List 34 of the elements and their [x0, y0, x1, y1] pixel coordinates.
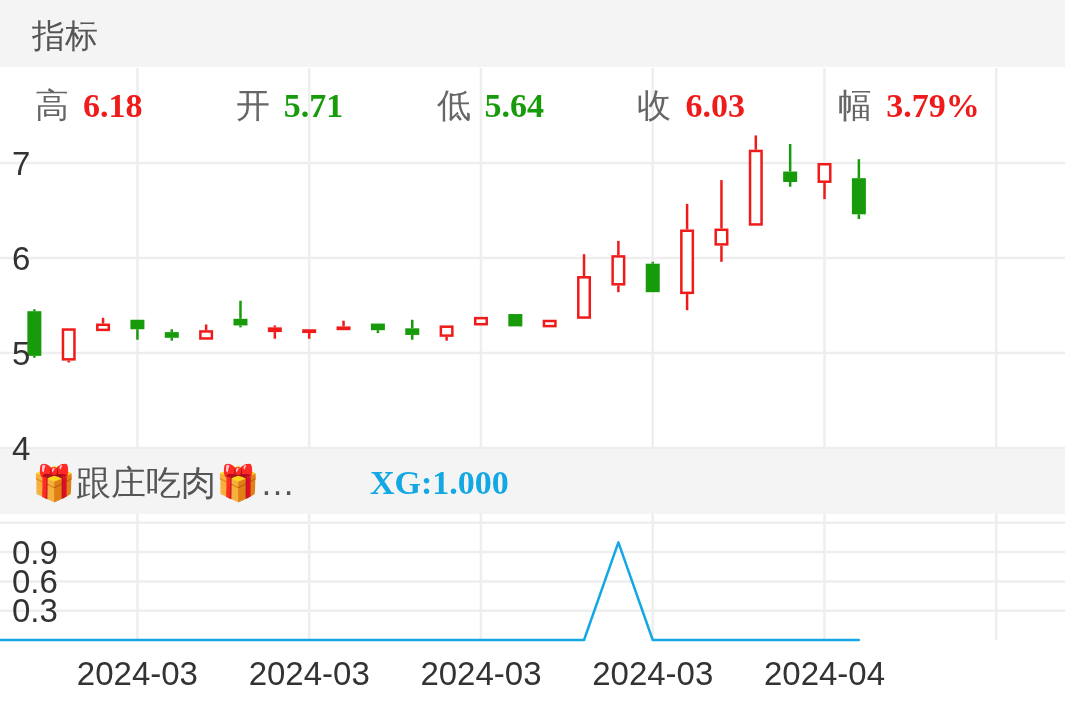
annotation: 低 5.64: [436, 86, 545, 124]
candlestick: [130, 319, 145, 341]
candlestick: [27, 308, 42, 359]
annotation: 高 6.18: [35, 86, 143, 124]
x-tick-label: 2024-03: [420, 655, 542, 692]
y-tick-label: 5: [12, 334, 31, 372]
candlestick: [405, 318, 420, 341]
x-tick-label: 2024-03: [248, 655, 370, 692]
annotation: 幅 3.79%: [838, 86, 980, 124]
annotation: 开 5.71: [235, 86, 344, 124]
x-tick-label: 2024-04: [763, 655, 886, 692]
x-tick-label: 2024-03: [592, 655, 714, 692]
chart-title: 指标: [31, 16, 98, 54]
y-tick-label: 0.9: [12, 533, 58, 571]
candlestick: [336, 319, 351, 331]
x-tick-label: 2024-03: [76, 655, 198, 692]
chart-title: 🎁跟庄吃肉🎁…: [32, 462, 295, 503]
y-tick-label: 4: [12, 429, 31, 467]
candlestick: [645, 260, 660, 293]
candlestick: [473, 316, 488, 326]
candlestick: [61, 328, 76, 364]
candlestick: [817, 163, 832, 201]
candlestick: [577, 252, 592, 319]
candlestick: [611, 239, 626, 294]
text: XG:1.000: [370, 463, 509, 501]
candlestick: [233, 299, 248, 329]
y-tick-label: 7: [12, 144, 31, 182]
candlestick: [714, 178, 729, 264]
candlestick: [508, 314, 523, 327]
candlestick: [439, 325, 454, 342]
candlestick: [542, 319, 557, 328]
y-tick-label: 0.3: [12, 592, 58, 630]
y-tick-label: 6: [12, 239, 31, 277]
annotation: 收 6.03: [637, 86, 745, 124]
